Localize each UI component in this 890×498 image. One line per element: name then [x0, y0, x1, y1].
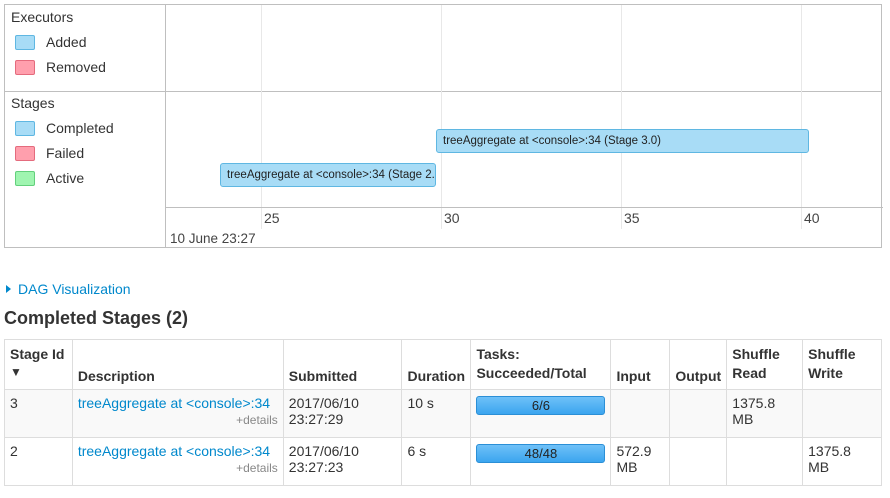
submitted-date: 2017/06/10	[288, 395, 359, 411]
details-toggle[interactable]: +details	[236, 413, 278, 427]
input-value: 572.9	[616, 443, 652, 459]
header-tasks-line1: Tasks:	[476, 346, 520, 362]
grid-line	[801, 5, 802, 229]
header-shuffle-write-line2: Write	[808, 365, 843, 381]
tick-label: 35	[624, 210, 640, 226]
tick-label: 30	[444, 210, 460, 226]
completed-stages-table: Stage Id ▼ Description Submitted Duratio…	[4, 339, 882, 486]
caret-right-icon	[6, 285, 11, 293]
legend-added: Added	[15, 33, 86, 51]
cell-tasks: 6/6	[470, 389, 612, 438]
grid-line	[621, 5, 622, 229]
header-tasks[interactable]: Tasks: Succeeded/Total	[470, 339, 612, 390]
tasks-progress-bar: 6/6	[476, 396, 606, 415]
legend-added-label: Added	[46, 34, 87, 50]
header-stage-id-label: Stage Id	[10, 346, 65, 362]
header-shuffle-read-line2: Read	[732, 365, 767, 381]
cell-input: 572.9 MB	[610, 437, 671, 486]
legend-active-label: Active	[46, 170, 85, 186]
executors-group-title: Executors	[11, 9, 74, 25]
header-shuffle-read[interactable]: Shuffle Read	[726, 339, 804, 390]
cell-duration: 6 s	[401, 437, 472, 486]
cell-output	[669, 389, 728, 438]
dag-visualization-label: DAG Visualization	[18, 281, 131, 297]
header-shuffle-write-line1: Shuffle	[808, 346, 856, 362]
submitted-date: 2017/06/10	[288, 443, 359, 459]
removed-swatch	[15, 59, 35, 75]
active-swatch	[15, 170, 35, 186]
grid-line	[261, 5, 262, 229]
group-separator	[5, 91, 881, 92]
tasks-progress-bar: 48/48	[476, 444, 606, 463]
legend-removed: Removed	[15, 58, 106, 76]
cell-description: treeAggregate at <console>:34 +details	[71, 437, 284, 486]
header-shuffle-read-line1: Shuffle	[732, 346, 780, 362]
legend-failed: Failed	[15, 144, 84, 162]
tick-label: 40	[804, 210, 820, 226]
input-unit: MB	[616, 459, 638, 475]
added-swatch	[15, 34, 35, 50]
cell-submitted: 2017/06/10 23:27:29	[282, 389, 403, 438]
table-row: 3 treeAggregate at <console>:34 +details…	[4, 389, 882, 438]
legend-completed-label: Completed	[46, 120, 114, 136]
cell-description: treeAggregate at <console>:34 +details	[71, 389, 284, 438]
table-row: 2 treeAggregate at <console>:34 +details…	[4, 437, 882, 486]
cell-output	[669, 437, 728, 486]
cell-stage-id: 2	[4, 437, 73, 486]
header-duration[interactable]: Duration	[401, 339, 472, 390]
completed-swatch	[15, 120, 35, 136]
stage-description-link[interactable]: treeAggregate at <console>:34	[77, 443, 271, 459]
header-description[interactable]: Description	[71, 339, 284, 390]
dag-visualization-toggle[interactable]: DAG Visualization	[6, 281, 131, 297]
failed-swatch	[15, 145, 35, 161]
cell-shuffle-read	[726, 437, 804, 486]
shuffle-read-value: 1375.8	[732, 395, 776, 411]
cell-stage-id: 3	[4, 389, 73, 438]
shuffle-read-unit: MB	[732, 411, 754, 427]
legend-active: Active	[15, 169, 84, 187]
timeline-legend-panel: Executors Added Removed Stages Completed…	[5, 5, 166, 247]
header-shuffle-write[interactable]: Shuffle Write	[802, 339, 882, 390]
sort-desc-icon: ▼	[10, 365, 22, 379]
header-stage-id[interactable]: Stage Id ▼	[4, 339, 73, 390]
shuffle-write-value: 1375.8	[808, 443, 851, 459]
stage-bar-2[interactable]: treeAggregate at <console>:34 (Stage 2.0…	[220, 163, 436, 187]
submitted-time: 23:27:29	[288, 411, 344, 427]
legend-completed: Completed	[15, 119, 114, 137]
legend-removed-label: Removed	[46, 59, 106, 75]
cell-input	[610, 389, 671, 438]
tick-label: 25	[264, 210, 280, 226]
cell-duration: 10 s	[401, 389, 472, 438]
cell-shuffle-write: 1375.8 MB	[802, 437, 882, 486]
details-toggle[interactable]: +details	[236, 461, 278, 475]
event-timeline: Executors Added Removed Stages Completed…	[4, 4, 883, 248]
stage-bar-3[interactable]: treeAggregate at <console>:34 (Stage 3.0…	[436, 129, 809, 153]
header-submitted[interactable]: Submitted	[282, 339, 403, 390]
header-tasks-line2: Succeeded/Total	[476, 365, 587, 381]
grid-line	[441, 5, 442, 229]
stage-description-link[interactable]: treeAggregate at <console>:34	[77, 395, 271, 411]
submitted-time: 23:27:23	[288, 459, 344, 475]
header-output[interactable]: Output	[669, 339, 728, 390]
axis-date-label: 10 June 23:27	[170, 231, 256, 246]
completed-stages-title: Completed Stages (2)	[4, 308, 189, 328]
shuffle-write-unit: MB	[808, 459, 830, 475]
header-input[interactable]: Input	[610, 339, 671, 390]
cell-tasks: 48/48	[470, 437, 612, 486]
cell-submitted: 2017/06/10 23:27:23	[282, 437, 403, 486]
cell-shuffle-read: 1375.8 MB	[726, 389, 804, 438]
legend-failed-label: Failed	[46, 145, 85, 161]
time-axis	[166, 207, 883, 208]
stages-group-title: Stages	[11, 95, 55, 111]
cell-shuffle-write	[802, 389, 882, 438]
